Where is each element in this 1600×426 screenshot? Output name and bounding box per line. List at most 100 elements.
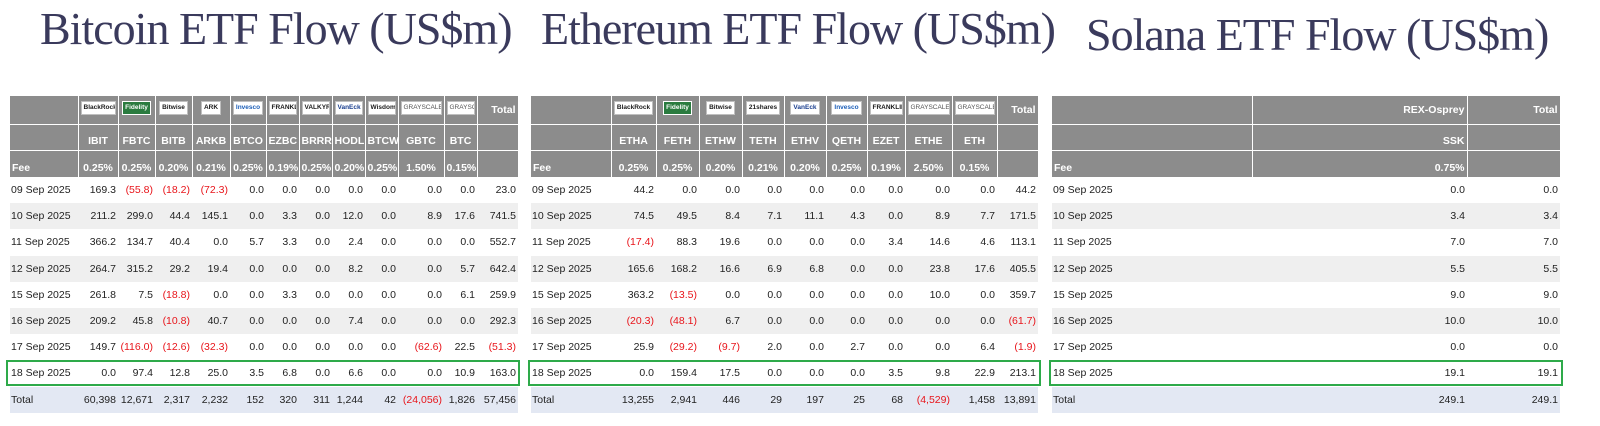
row-total-cell: 642.4 [477,255,518,282]
flow-cell: 0.0 [784,177,826,204]
flow-cell: 0.0 [78,360,118,387]
flow-cell: 0.0 [867,255,905,282]
flow-cell: 0.0 [867,177,905,204]
flow-cell: 0.0 [444,307,477,335]
ticker-cell: QETH [826,123,868,150]
flow-cell: (20.3) [611,307,656,335]
date-cell: 10 Sep 2025 [531,203,611,230]
total-header: Total [477,96,519,124]
table-row: 10 Sep 2025 3.4 3.4 [1052,203,1560,230]
flow-cell: 0.0 [444,177,477,204]
total-cell: 12,671 [118,386,155,413]
flow-cell: 0.0 [905,334,952,361]
flow-cell: 8.4 [699,203,742,230]
flow-cell: 0.0 [230,203,266,230]
flow-cell: 2.0 [742,334,784,361]
flow-cell: 2.7 [826,334,867,361]
total-cell: 249.1 [1252,386,1467,413]
row-total-cell: 292.3 [477,307,518,335]
total-cell: (24,056) [398,386,444,413]
flow-cell: 0.0 [398,307,444,335]
flow-cell: 0.0 [365,360,398,387]
date-cell: 16 Sep 2025 [1052,307,1252,335]
flow-cell: 7.5 [118,281,155,308]
flow-cell: 19.6 [699,229,742,256]
flow-cell: 363.2 [611,281,656,308]
flow-cell: 7.1 [742,203,784,230]
flow-cell: 3.3 [266,281,299,308]
flow-cell: 261.8 [78,281,118,308]
total-cell: 1,826 [444,386,477,413]
date-cell: 10 Sep 2025 [1052,203,1252,230]
flow-cell: 0.0 [699,281,742,308]
fee-cell: 0.25% [365,149,399,177]
flow-cell: 0.0 [952,307,997,335]
flow-cell: 0.0 [299,360,332,387]
row-total-cell: 19.1 [1467,360,1560,387]
row-total-cell: 405.5 [997,255,1038,282]
flow-cell: 0.0 [299,229,332,256]
flow-cell: 0.0 [192,281,230,308]
flow-cell: 12.0 [332,203,365,230]
flow-cell: 0.0 [826,255,867,282]
flow-cell: 7.7 [952,203,997,230]
grayscale-logo: GRAYSCALE [954,101,995,116]
flow-cell: 19.4 [192,255,230,282]
flow-cell: 0.0 [867,307,905,335]
date-cell: 18 Sep 2025 [10,360,78,387]
flow-cell: 0.0 [365,255,398,282]
flow-cell: 0.0 [230,255,266,282]
ticker-cell: EZET [867,123,906,150]
flow-cell: 0.0 [656,177,699,204]
total-cell: 320 [266,386,299,413]
fee-cell: 0.20% [332,149,366,177]
flow-cell: 6.9 [742,255,784,282]
fee-label: Fee [1052,149,1253,177]
date-cell: 16 Sep 2025 [531,307,611,335]
total-header: Total [1467,96,1561,124]
date-cell: 09 Sep 2025 [531,177,611,204]
fee-cell: 0.25% [611,149,657,177]
table-row: 09 Sep 2025 44.2 0.0 0.0 0.0 0.0 0.0 0.0 0.0 0.0 4… [531,177,1038,204]
date-cell: 11 Sep 2025 [10,229,78,256]
flow-cell: 0.0 [398,281,444,308]
flow-cell: 6.7 [699,307,742,335]
fee-row: Fee 0.75% [1052,149,1561,177]
ticker-cell: ETHA [611,123,657,150]
fee-cell: 0.20% [784,149,827,177]
flow-cell: 8.9 [905,203,952,230]
flow-cell: 134.7 [118,229,155,256]
corner-cell [531,96,612,124]
date-cell: 16 Sep 2025 [10,307,78,335]
fee-cell: 0.15% [952,149,998,177]
ticker-cell: BTCO [230,123,267,150]
flow-cell: 0.0 [905,177,952,204]
flow-cell: 0.0 [699,177,742,204]
flow-cell: 0.0 [1252,334,1467,361]
issuer-logo-row: BlackRock Fidelity Bitwise ARK Invesco F… [10,96,519,124]
total-cell: 13,255 [611,386,656,413]
bitcoin-flow-table: BlackRock Fidelity Bitwise ARK Invesco F… [10,96,519,413]
flow-cell: (32.3) [192,334,230,361]
flow-cell: 17.6 [952,255,997,282]
flow-cell: 3.4 [867,229,905,256]
flow-cell: 3.3 [266,203,299,230]
ethereum-title: Ethereum ETF Flow (US$m) [541,3,1056,54]
flow-cell: 0.0 [299,255,332,282]
fee-cell: 0.25% [230,149,267,177]
flow-cell: 0.0 [332,281,365,308]
row-total-cell: 213.1 [997,360,1038,387]
flow-cell: 0.0 [230,307,266,335]
flow-cell: 25.0 [192,360,230,387]
fee-cell: 0.75% [1252,149,1468,177]
corner-cell [10,96,79,124]
row-total-cell: 552.7 [477,229,518,256]
flow-cell: 3.3 [266,229,299,256]
flow-cell: 0.0 [230,334,266,361]
flow-cell: 0.0 [398,255,444,282]
flow-cell: (72.3) [192,177,230,204]
total-label: Total [1052,386,1252,413]
total-label: Total [531,386,611,413]
table-row: 09 Sep 2025 0.0 0.0 [1052,177,1560,204]
row-total-cell: 0.0 [1467,334,1560,361]
